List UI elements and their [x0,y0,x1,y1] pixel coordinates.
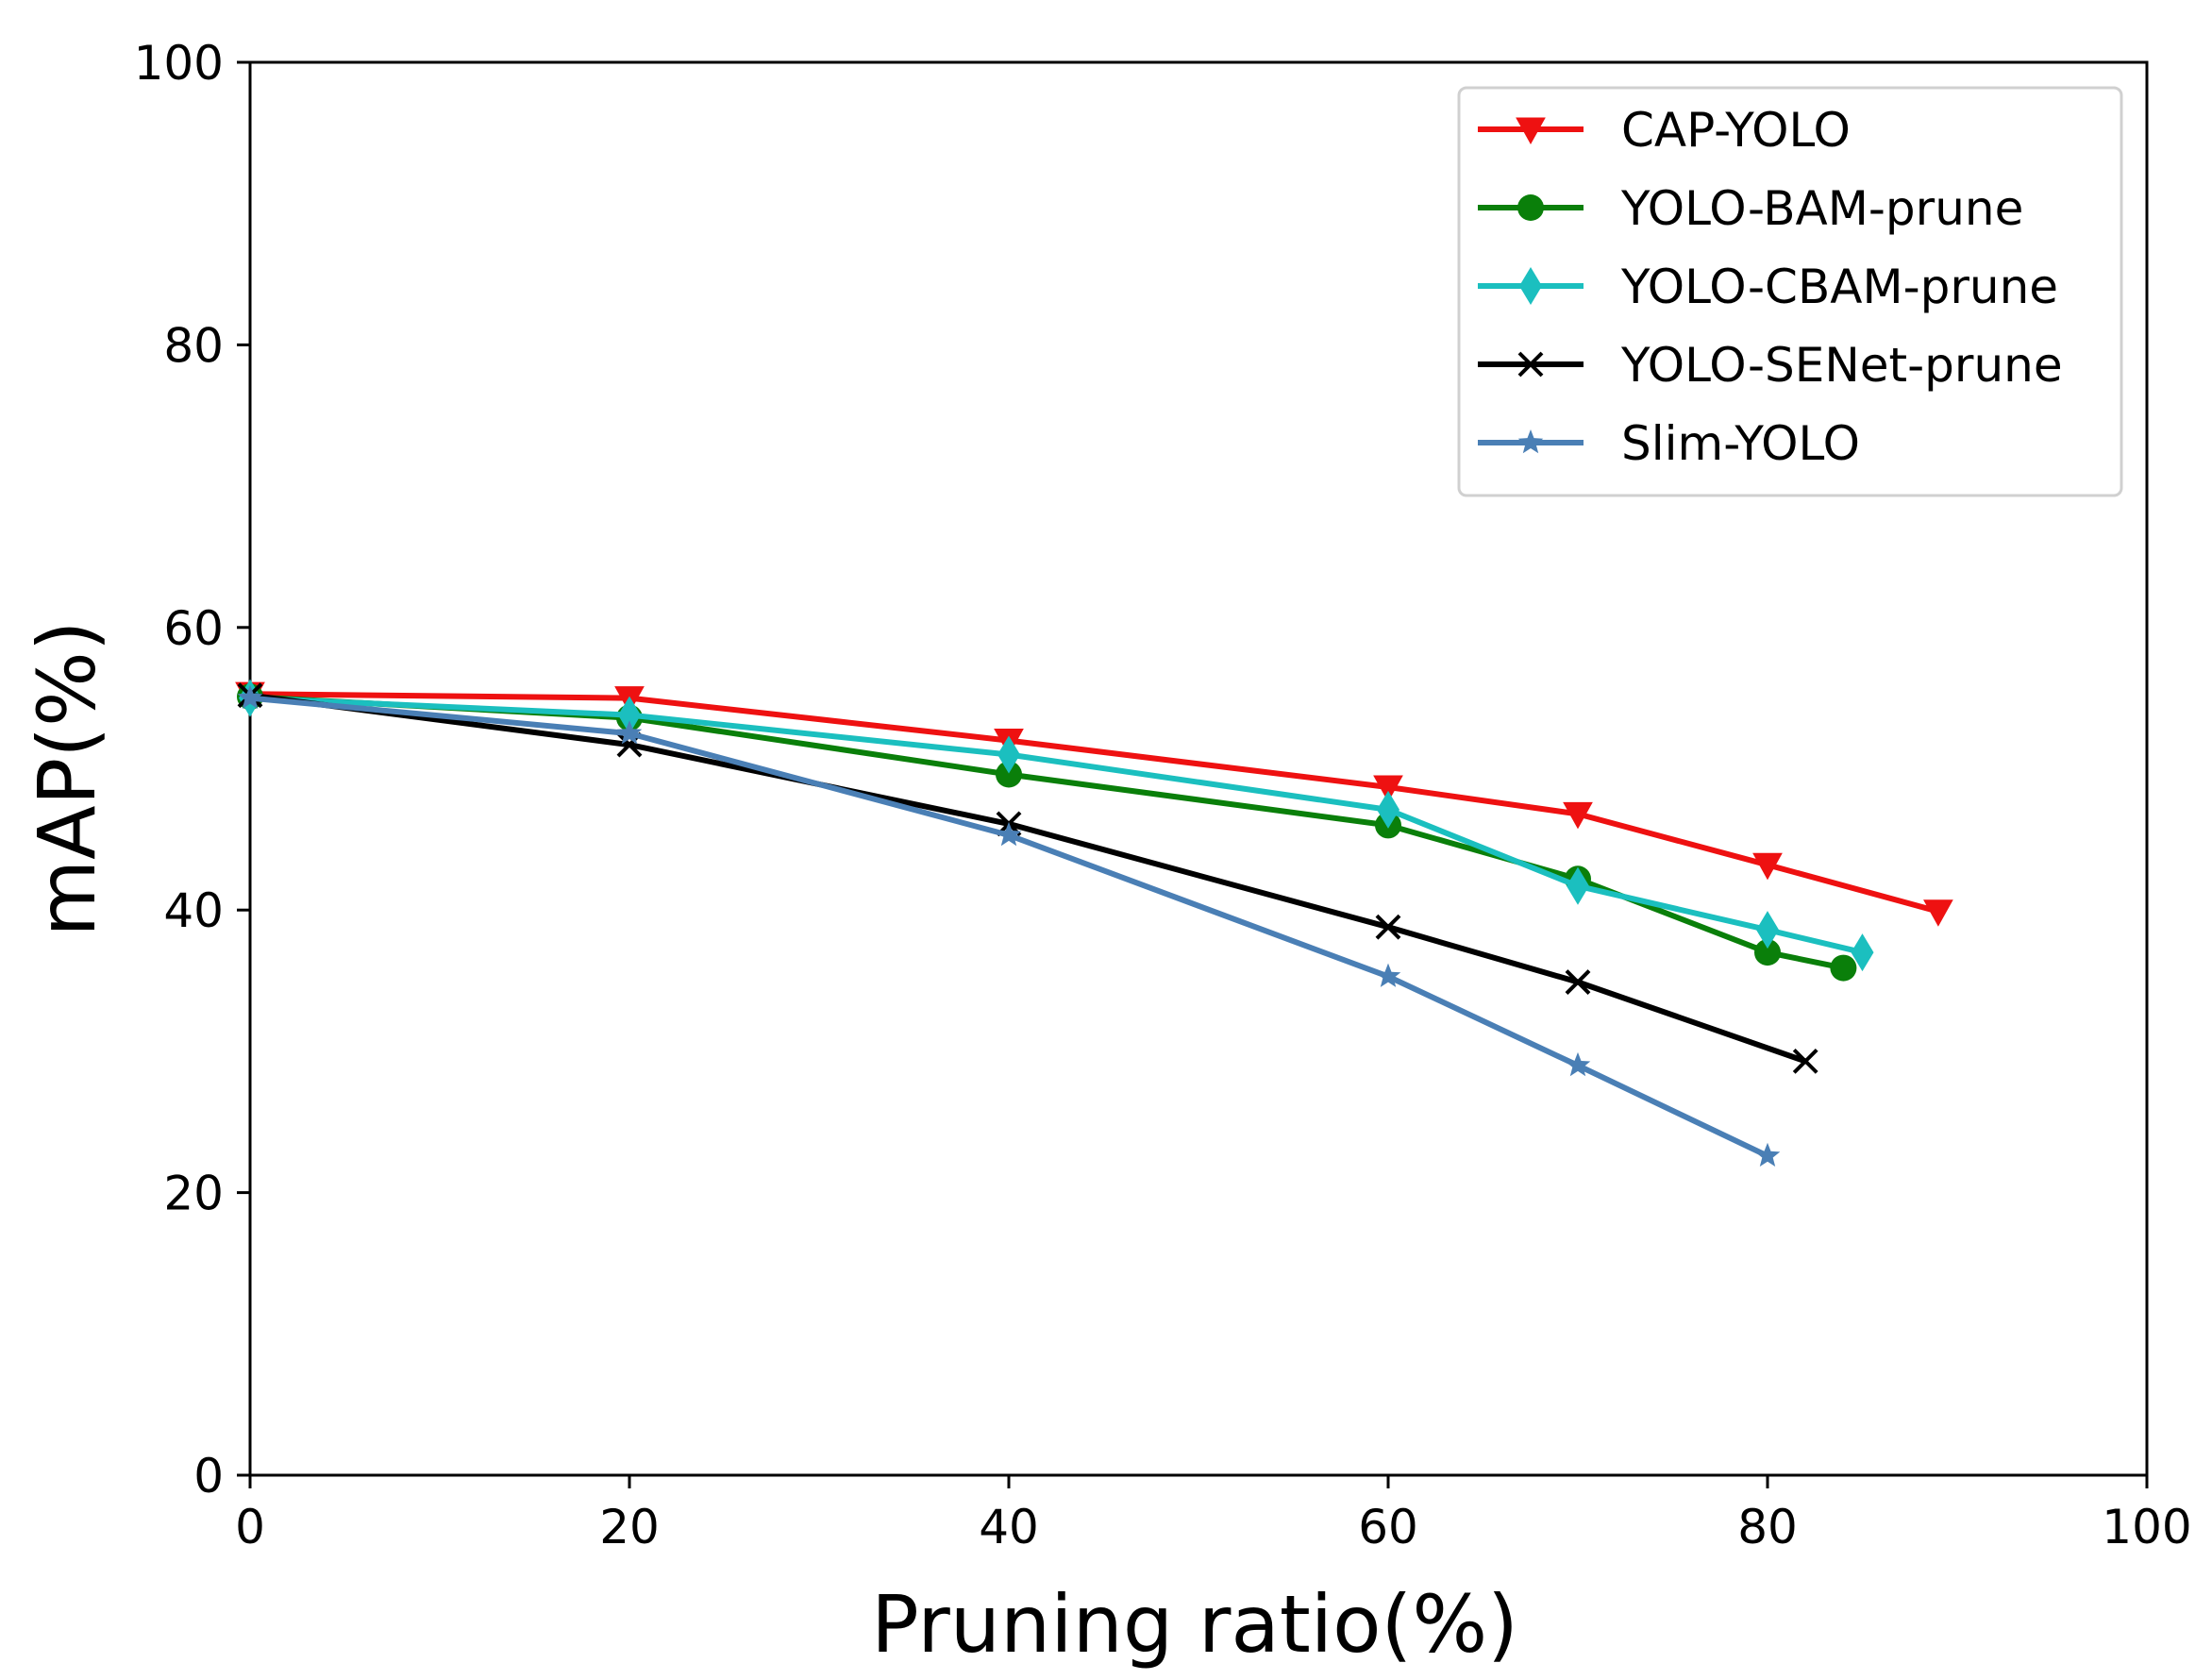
axes: 0 20 40 60 80 100 0 20 40 60 80 100 [134,36,2192,1554]
y-tick-label: 100 [134,36,224,91]
data-point-yolo-cbam-prune [997,735,1020,774]
data-point-yolo-senet-prune [1565,969,1591,995]
legend-item-yolo-senet-prune: YOLO-SENet-prune [1478,338,2063,393]
y-tick-label: 20 [163,1167,224,1221]
legend-label: YOLO-SENet-prune [1620,338,2063,393]
series-slim-yolo [237,684,1781,1167]
plot-frame [248,60,2149,1477]
y-tick-label: 40 [163,883,224,938]
y-tick-label: 0 [193,1449,224,1504]
legend-item-yolo-bam-prune: YOLO-BAM-prune [1478,181,2023,236]
y-tick-label: 80 [163,318,224,373]
data-point-yolo-cbam-prune [1377,790,1399,829]
x-tick-label: 80 [1737,1500,1798,1554]
legend-marker-cap-yolo [1516,117,1546,145]
x-axis-title: Pruning ratio(%) [871,1578,1518,1671]
data-point-yolo-cbam-prune [1756,911,1779,949]
x-tick-label: 100 [2102,1500,2191,1554]
x-tick-label: 0 [235,1500,265,1554]
plot-series [235,679,1953,1167]
y-axis-title: mAP(%) [21,620,113,936]
data-point-slim-yolo [1565,1051,1591,1077]
legend-item-slim-yolo: Slim-YOLO [1478,416,1860,471]
legend-box [1457,86,2123,497]
series-line-yolo-senet-prune [247,692,1809,1065]
data-point-slim-yolo [1754,1142,1781,1167]
data-point-yolo-bam-prune [1830,954,1857,982]
series-line-slim-yolo [247,695,1770,1159]
data-point-cap-yolo [1752,852,1783,881]
data-point-slim-yolo [996,821,1022,847]
legend-label: CAP-YOLO [1621,103,1851,158]
data-point-slim-yolo [237,684,263,709]
data-point-slim-yolo [616,720,643,745]
x-tick-label: 60 [1358,1500,1418,1554]
legend-item-yolo-cbam-prune: YOLO-CBAM-prune [1478,260,2058,314]
data-point-yolo-cbam-prune [1567,866,1589,905]
legend-marker-yolo-bam-prune [1517,194,1544,221]
legend-label: YOLO-BAM-prune [1620,181,2023,236]
legend-label: YOLO-CBAM-prune [1620,260,2058,314]
data-point-yolo-senet-prune [1792,1048,1818,1074]
legend: CAP-YOLO YOLO-BAM-prune YOLO-CBAM-prune YOL… [1457,86,2123,497]
y-tick-label: 60 [163,601,224,656]
legend-marker-slim-yolo [1517,429,1544,454]
data-point-cap-yolo [1923,899,1953,927]
data-point-cap-yolo [1373,775,1403,802]
series-yolo-cbam-prune [239,679,1874,972]
data-point-yolo-cbam-prune [618,696,641,734]
data-point-yolo-bam-prune [996,761,1022,788]
x-tick-label: 40 [979,1500,1039,1554]
data-point-yolo-bam-prune [1754,939,1781,966]
data-point-cap-yolo [1563,801,1593,830]
legend-marker-yolo-senet-prune [1517,351,1544,378]
legend-item-cap-yolo: CAP-YOLO [1478,103,1851,158]
legend-marker-yolo-cbam-prune [1519,267,1542,305]
x-tick-label: 20 [599,1500,660,1554]
data-point-yolo-senet-prune [1375,914,1401,940]
legend-label: Slim-YOLO [1621,416,1860,471]
data-point-slim-yolo [1375,963,1401,987]
data-point-yolo-cbam-prune [1851,933,1874,972]
